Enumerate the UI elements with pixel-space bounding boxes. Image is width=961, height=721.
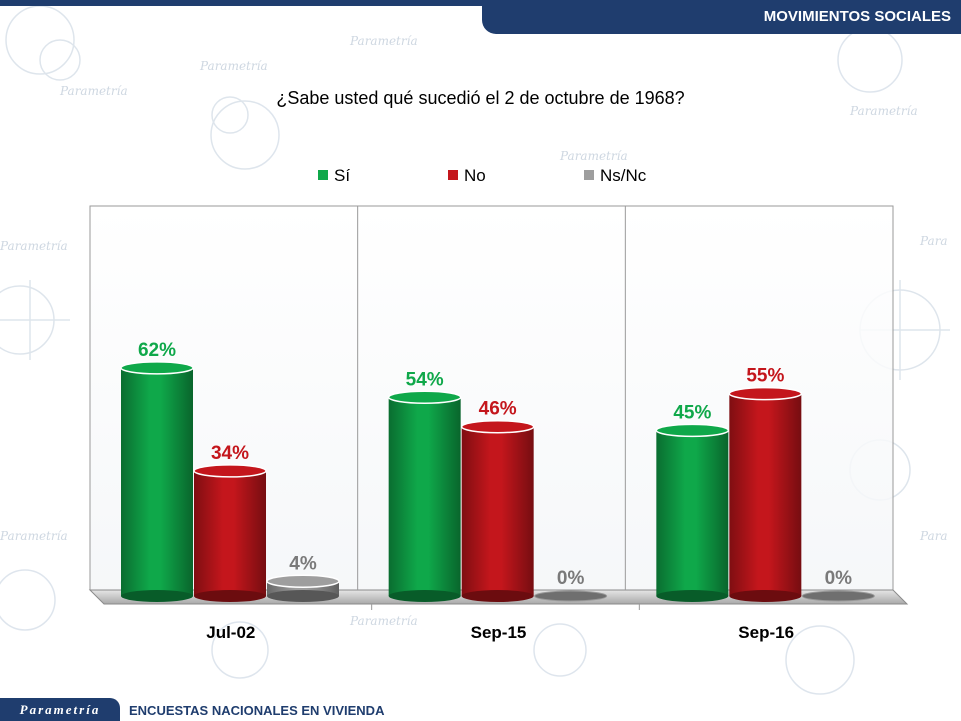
bar-base	[194, 590, 266, 602]
data-label: 62%	[138, 340, 176, 361]
legend-item: Sí	[318, 166, 350, 185]
bar-base	[729, 590, 802, 602]
bars-group: 62% 34% 4% 54% 46% 0% 45% 55% 0%	[120, 340, 875, 602]
bar-base	[267, 590, 339, 602]
legend-swatch	[584, 170, 594, 180]
bar	[801, 590, 875, 602]
legend-swatch	[318, 170, 328, 180]
header-bar	[0, 0, 961, 6]
bar	[266, 574, 340, 602]
legend-label: No	[464, 166, 486, 185]
bar-base	[121, 590, 193, 602]
bar-top	[534, 590, 608, 602]
bar-top	[728, 386, 803, 401]
data-label: 45%	[673, 402, 711, 423]
bar	[655, 423, 730, 602]
bar	[120, 361, 194, 602]
x-axis: Jul-02 Sep-15 Sep-16	[206, 623, 794, 642]
x-tick-label: Sep-15	[471, 623, 527, 642]
bar-body	[729, 393, 802, 596]
bar-body	[656, 430, 729, 596]
bar	[728, 386, 803, 602]
bar	[534, 590, 608, 602]
data-label: 0%	[557, 568, 585, 589]
section-title: MOVIMIENTOS SOCIALES	[763, 8, 951, 25]
data-label: 34%	[211, 443, 249, 464]
chart-question-title: ¿Sabe usted qué sucedió el 2 de octubre …	[276, 88, 685, 108]
bar-top	[193, 464, 267, 478]
bar-body	[121, 367, 193, 596]
data-label: 55%	[746, 366, 784, 387]
x-tick-label: Sep-16	[738, 623, 794, 642]
bar-top	[655, 423, 730, 438]
data-label: 4%	[289, 553, 317, 574]
bar-top	[387, 390, 462, 405]
x-tick-label: Jul-02	[206, 623, 255, 642]
bar	[460, 419, 535, 602]
legend-swatch	[448, 170, 458, 180]
parametria-logo: Parametría	[0, 698, 120, 721]
data-label: 46%	[479, 399, 517, 420]
section-tab: MOVIMIENTOS SOCIALES	[482, 0, 961, 34]
legend-item: Ns/Nc	[584, 166, 647, 185]
bar-body	[388, 397, 461, 596]
bar	[193, 464, 267, 602]
bar-base	[656, 590, 729, 602]
bar-body	[461, 426, 534, 596]
legend-label: Sí	[334, 166, 350, 185]
bar-top	[120, 361, 194, 375]
bar-base	[388, 590, 461, 602]
legend-item: No	[448, 166, 486, 185]
bar-top	[801, 590, 875, 602]
bar-top	[460, 419, 535, 434]
legend: Sí No Ns/Nc	[318, 166, 647, 185]
data-label: 0%	[825, 568, 853, 589]
bar	[387, 390, 462, 602]
legend-label: Ns/Nc	[600, 166, 647, 185]
bar-body	[194, 470, 266, 596]
bar-top	[266, 574, 340, 589]
footer-bar	[0, 698, 961, 721]
footer-text: ENCUESTAS NACIONALES EN VIVIENDA	[129, 703, 385, 718]
bar-base	[461, 590, 534, 602]
data-label: 54%	[406, 369, 444, 390]
